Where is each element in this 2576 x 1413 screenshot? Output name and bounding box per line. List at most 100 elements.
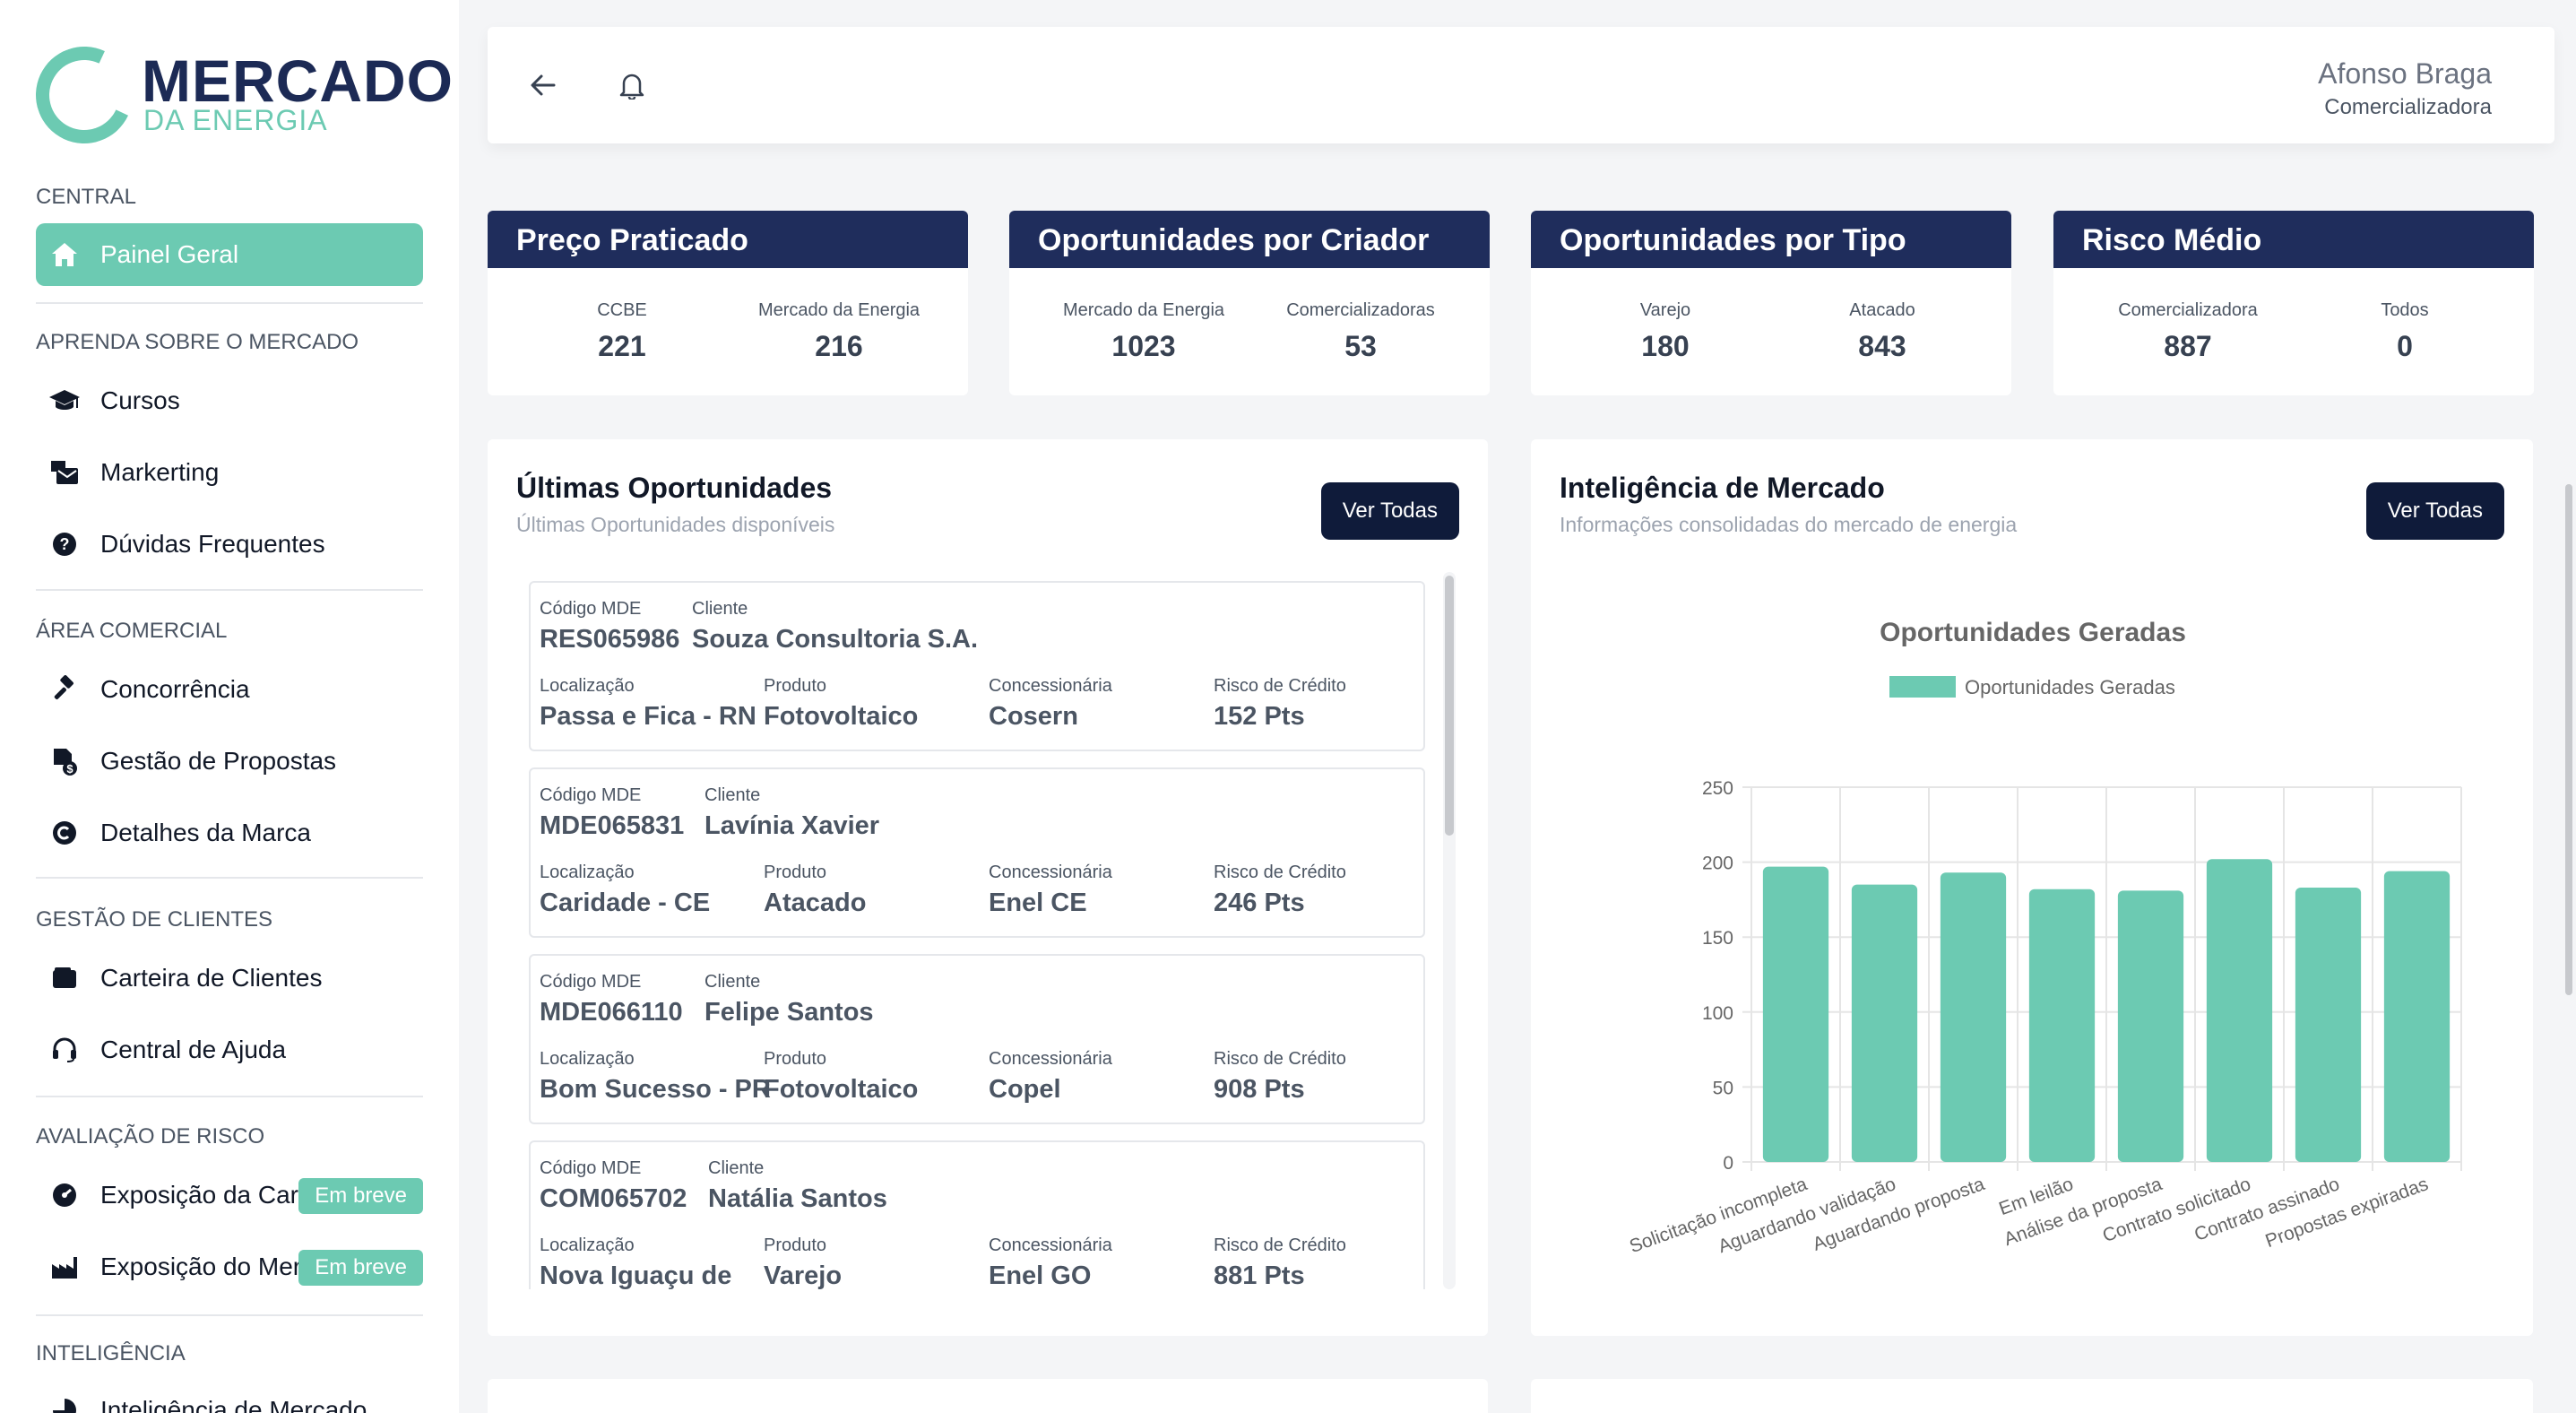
stat-card-oportunidades-por-tipo: Oportunidades por Tipo Varejo 180 Atacad… [1531, 211, 2011, 395]
mail-bulk-icon [47, 455, 82, 490]
client-value: Natália Santos [708, 1184, 887, 1213]
client-value: Lavínia Xavier [705, 811, 880, 840]
stat-label: Comercializadoras [1286, 300, 1435, 320]
code-value: RES065986 [540, 625, 680, 654]
code-field: Código MDE MDE066110 [540, 972, 683, 1027]
sidebar-item-exposicao-da-carteira[interactable]: Exposição da Carteira Em breve [36, 1164, 423, 1227]
section-title-gestao-clientes: GESTÃO DE CLIENTES [36, 907, 273, 932]
stat-label: Todos [2381, 300, 2429, 320]
stat-value: 53 [1344, 330, 1377, 362]
client-value: Souza Consultoria S.A. [692, 625, 979, 654]
brand-main: MERCADO [142, 48, 454, 114]
risk-field: Risco de Crédito 246 Pts [1214, 863, 1346, 917]
opportunity-card[interactable]: Código MDE RES065986 Cliente Souza Consult… [529, 581, 1425, 751]
bar [1762, 866, 1829, 1162]
client-field: Cliente Felipe Santos [705, 972, 874, 1027]
logo-ring-icon [22, 32, 147, 158]
pie-chart-icon [47, 1392, 82, 1413]
bottom-panel [488, 1379, 1488, 1413]
y-tick-label: 250 [1702, 778, 1733, 799]
stat-label: Varejo [1639, 300, 1691, 320]
client-field: Cliente Lavínia Xavier [705, 785, 880, 840]
top-header: Afonso Braga Comercializadora [488, 27, 2554, 143]
sidebar-item-concorrencia[interactable]: Concorrência [36, 658, 423, 721]
stat-card-title: Oportunidades por Tipo [1531, 211, 2011, 268]
svg-text:?: ? [60, 535, 70, 553]
panel-title: Inteligência de Mercado [1560, 472, 1885, 504]
utility-value: Enel CE [989, 889, 1087, 917]
copyright-icon [47, 815, 82, 851]
opportunity-card[interactable]: Código MDE COM065702 Cliente Natália Santo… [529, 1140, 1425, 1289]
divider [36, 589, 423, 591]
location-field: Localização Bom Sucesso - PR [540, 1049, 771, 1104]
stat-label: Mercado da Energia [757, 300, 921, 320]
product-value: Fotovoltaico [764, 702, 919, 731]
bell-icon[interactable] [614, 67, 650, 103]
brand-sub: DA ENERGIA [143, 104, 328, 136]
sidebar-item-inteligencia-de-mercado[interactable]: Inteligência de Mercado [36, 1379, 423, 1413]
panel-subtitle: Últimas Oportunidades disponíveis [516, 513, 835, 536]
risk-field: Risco de Crédito 908 Pts [1214, 1049, 1346, 1104]
sidebar-item-painel-geral[interactable]: Painel Geral [36, 223, 423, 286]
sidebar-item-detalhes-da-marca[interactable]: Detalhes da Marca [36, 802, 423, 864]
sidebar-item-gestao-de-propostas[interactable]: $ Gestão de Propostas [36, 730, 423, 793]
client-field: Cliente Souza Consultoria S.A. [692, 599, 979, 654]
panel-subtitle: Informações consolidadas do mercado de e… [1560, 513, 2018, 536]
sidebar-item-exposicao-do-mercado[interactable]: Exposição do Mercado Em breve [36, 1235, 423, 1298]
utility-field: Concessionária Enel CE [989, 863, 1112, 917]
product-field: Produto Fotovoltaico [764, 1049, 919, 1104]
opportunity-card[interactable]: Código MDE MDE066110 Cliente Felipe Santos… [529, 954, 1425, 1124]
product-value: Atacado [764, 889, 867, 917]
divider [36, 1096, 423, 1097]
y-tick-label: 150 [1702, 928, 1733, 949]
sidebar-item-cursos[interactable]: Cursos [36, 369, 423, 432]
utility-field: Concessionária Cosern [989, 676, 1112, 731]
view-all-intelligence-button[interactable]: Ver Todas [2365, 482, 2504, 540]
code-value: MDE066110 [540, 998, 683, 1027]
sidebar-item-markerting[interactable]: Markerting [36, 441, 423, 504]
utility-value: Cosern [989, 702, 1078, 731]
product-field: Produto Fotovoltaico [764, 676, 919, 731]
graduation-cap-icon [47, 383, 82, 419]
brand-logo[interactable]: MERCADO DA ENERGIA [22, 32, 453, 158]
stat-column: Varejo 180 [1558, 300, 1773, 363]
utility-field: Concessionária Enel GO [989, 1235, 1112, 1289]
view-all-opportunities-button[interactable]: Ver Todas [1320, 482, 1459, 540]
stat-label: Atacado [1849, 300, 1915, 320]
divider [36, 302, 423, 304]
list-scrollbar[interactable] [1443, 572, 1456, 1289]
stat-column: Mercado da Energia 1023 [1036, 300, 1251, 363]
coming-soon-badge: Em breve [298, 1178, 423, 1214]
section-title-inteligencia: INTELIGÊNCIA [36, 1341, 186, 1365]
bar [2028, 889, 2096, 1162]
sidebar-item-central-de-ajuda[interactable]: Central de Ajuda [36, 1019, 423, 1081]
chart-title: Oportunidades Geradas [1880, 618, 2186, 647]
legend-label: Oportunidades Geradas [1965, 676, 2175, 698]
home-icon [47, 237, 82, 273]
location-field: Localização Nova Iguaçu de [540, 1235, 732, 1289]
stat-value: 216 [815, 330, 863, 362]
opportunity-card[interactable]: Código MDE MDE065831 Cliente Lavínia Xavie… [529, 767, 1425, 938]
page-scrollbar[interactable] [2565, 484, 2572, 995]
risk-value: 908 Pts [1214, 1075, 1305, 1104]
stat-value: 843 [1858, 330, 1906, 362]
bar [2117, 890, 2184, 1162]
code-field: Código MDE COM065702 [540, 1158, 687, 1213]
headset-icon [47, 1032, 82, 1068]
bar [1851, 884, 1918, 1162]
stat-card-title: Risco Médio [2053, 211, 2534, 268]
sidebar-item-duvidas-frequentes[interactable]: ? Dúvidas Frequentes [36, 513, 423, 576]
industry-icon [47, 1249, 82, 1285]
code-value: MDE065831 [540, 811, 685, 840]
gavel-icon [47, 672, 82, 707]
stat-column: Comercializadora 887 [2080, 300, 2295, 363]
section-title-avaliacao-risco: AVALIAÇÃO DE RISCO [36, 1124, 265, 1149]
stat-label: CCBE [597, 300, 647, 320]
code-field: Código MDE MDE065831 [540, 785, 685, 840]
sidebar-item-carteira-de-clientes[interactable]: Carteira de Clientes [36, 947, 423, 1010]
back-arrow-icon[interactable] [525, 67, 561, 103]
question-circle-icon: ? [47, 526, 82, 562]
list-scrollbar-thumb[interactable] [1445, 576, 1454, 836]
user-name[interactable]: Afonso Braga [2318, 57, 2492, 90]
y-tick-label: 200 [1702, 854, 1733, 874]
